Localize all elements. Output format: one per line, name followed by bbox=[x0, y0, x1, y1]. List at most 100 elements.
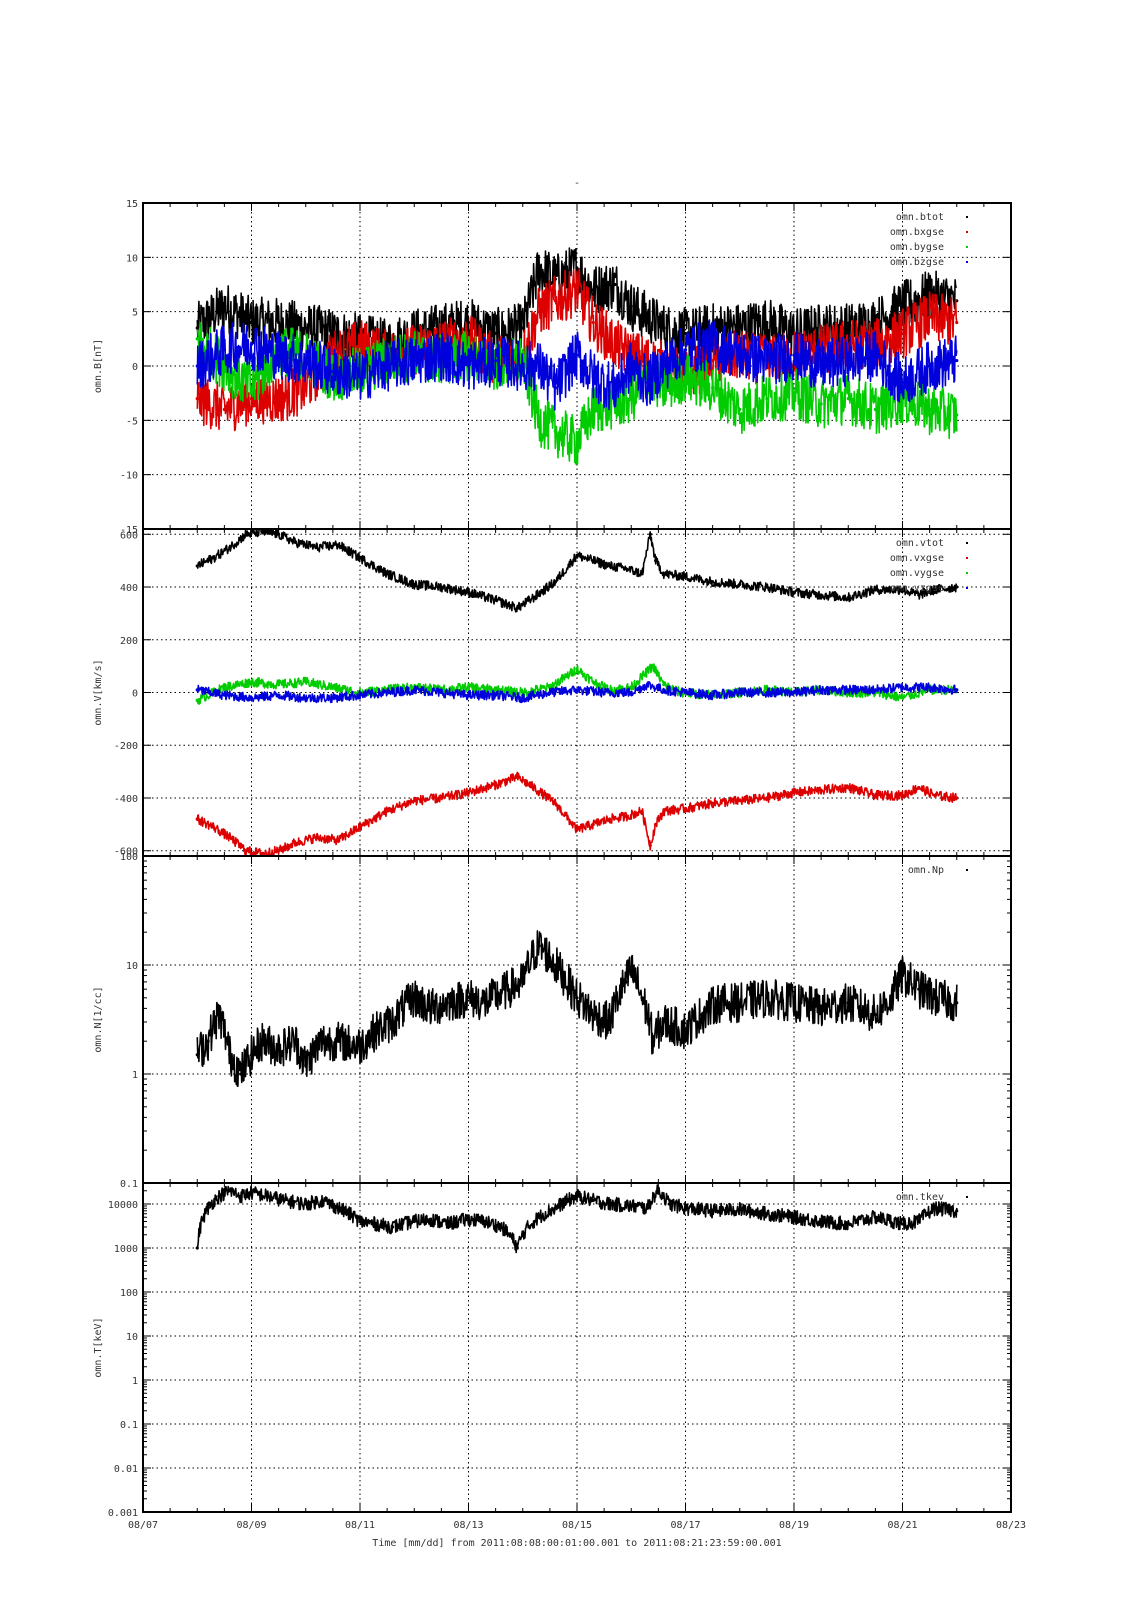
data-point bbox=[466, 791, 471, 795]
data-point bbox=[613, 282, 617, 287]
data-point bbox=[651, 1039, 655, 1043]
x-axis-labels: 08/07 08/09 08/11 08/13 08/15 08/17 08/19 08/21… bbox=[128, 1520, 1026, 1531]
data-point bbox=[819, 1006, 823, 1010]
data-point bbox=[640, 996, 644, 1000]
data-point bbox=[667, 1202, 671, 1206]
y-tick-label: 5 bbox=[132, 308, 138, 319]
data-point bbox=[873, 688, 877, 692]
data-point bbox=[900, 685, 905, 689]
data-point bbox=[765, 320, 769, 325]
data-point bbox=[445, 1222, 449, 1226]
data-point bbox=[331, 685, 335, 689]
data-point bbox=[537, 1215, 541, 1219]
data-point bbox=[358, 342, 362, 346]
x-tick-label: 08/17 bbox=[670, 1520, 700, 1531]
data-point bbox=[277, 397, 281, 401]
data-point bbox=[928, 407, 932, 412]
data-point bbox=[439, 585, 443, 589]
data-point bbox=[629, 690, 633, 695]
data-point bbox=[645, 682, 650, 687]
data-point bbox=[575, 828, 579, 832]
data-point bbox=[629, 364, 633, 368]
data-point bbox=[792, 353, 796, 357]
data-point bbox=[846, 595, 850, 600]
data-point bbox=[228, 1189, 232, 1193]
data-point bbox=[412, 996, 416, 1000]
data-point bbox=[293, 1039, 297, 1043]
data-point bbox=[765, 397, 769, 401]
data-point bbox=[428, 1217, 433, 1221]
data-point bbox=[195, 564, 199, 568]
y-tick-label: 100 bbox=[120, 1288, 138, 1299]
data-point bbox=[575, 553, 579, 557]
data-point bbox=[439, 353, 443, 357]
x-tick-label: 08/21 bbox=[887, 1520, 917, 1531]
data-point bbox=[336, 838, 340, 842]
y-axis-label: omn.V[km/s] bbox=[93, 659, 104, 725]
data-point bbox=[521, 980, 525, 984]
data-point bbox=[662, 572, 666, 576]
data-point bbox=[700, 1013, 704, 1017]
y-tick-label: 200 bbox=[120, 636, 138, 647]
y-tick-label: 1 bbox=[132, 1376, 138, 1387]
data-point bbox=[624, 980, 628, 984]
data-point bbox=[553, 801, 557, 805]
data-point bbox=[358, 1044, 362, 1048]
data-point bbox=[711, 801, 715, 805]
data-point bbox=[900, 793, 905, 797]
data-point bbox=[331, 331, 335, 335]
data-point bbox=[629, 304, 633, 308]
data-point bbox=[651, 664, 655, 668]
data-point bbox=[266, 1194, 270, 1198]
chart-panel-3: 0.1 1 10 100 omn.N[1/cc] omn.Np bbox=[93, 852, 1012, 1190]
data-point bbox=[553, 963, 557, 967]
data-point bbox=[575, 353, 579, 357]
data-point bbox=[228, 1053, 232, 1057]
data-point bbox=[607, 1020, 612, 1024]
data-point bbox=[564, 675, 568, 679]
series-trace bbox=[196, 319, 958, 411]
x-tick-label: 08/23 bbox=[996, 1520, 1026, 1531]
data-point bbox=[645, 1206, 650, 1210]
data-point bbox=[900, 380, 905, 384]
series-omn-bzgse bbox=[195, 319, 959, 411]
data-point bbox=[933, 996, 937, 1000]
data-point bbox=[515, 1246, 519, 1250]
y-tick-label: 10000 bbox=[108, 1200, 138, 1211]
legend-entry-label: omn.tkev bbox=[896, 1192, 944, 1203]
legend-marker bbox=[966, 542, 968, 544]
y-tick-label: -600 bbox=[114, 847, 138, 858]
data-point bbox=[537, 364, 541, 368]
legend: omn.tkev bbox=[896, 1192, 968, 1203]
data-point bbox=[374, 1222, 378, 1226]
data-point bbox=[683, 574, 688, 579]
data-point bbox=[792, 1001, 796, 1005]
data-point bbox=[607, 1202, 612, 1206]
data-point bbox=[575, 996, 579, 1000]
data-point bbox=[917, 785, 921, 790]
y-tick-label: 10 bbox=[126, 961, 138, 972]
data-point bbox=[466, 1217, 471, 1221]
data-point bbox=[765, 796, 769, 800]
y-tick-label: -15 bbox=[120, 525, 138, 536]
data-point bbox=[222, 407, 226, 412]
data-point bbox=[521, 696, 525, 700]
data-point bbox=[515, 775, 519, 779]
data-point bbox=[304, 680, 308, 684]
data-point bbox=[569, 987, 574, 991]
data-point bbox=[846, 397, 850, 401]
data-point bbox=[553, 580, 557, 584]
data-point bbox=[385, 690, 389, 695]
data-point bbox=[890, 996, 894, 1000]
series-trace bbox=[196, 529, 958, 613]
data-point bbox=[683, 806, 688, 811]
y-axis-label: omn.T[keV] bbox=[93, 1317, 104, 1377]
data-point bbox=[521, 326, 525, 330]
data-point bbox=[955, 796, 959, 800]
data-point bbox=[629, 968, 633, 972]
data-point bbox=[591, 680, 595, 684]
data-point bbox=[412, 688, 416, 692]
data-point bbox=[293, 841, 297, 845]
data-point bbox=[358, 556, 362, 560]
data-point bbox=[439, 690, 443, 695]
